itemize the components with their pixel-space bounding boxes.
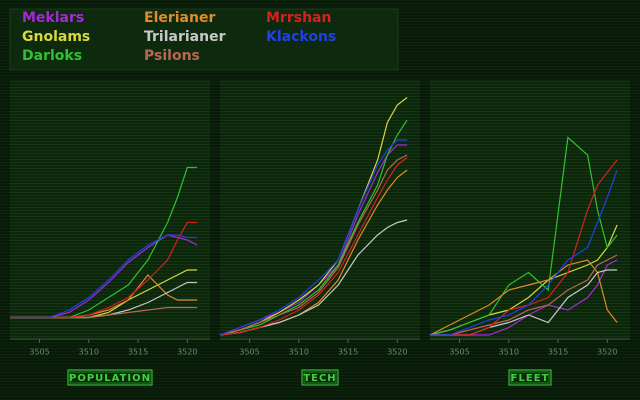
x-tick-label: 3510	[289, 348, 309, 357]
chart-button-label[interactable]: FLEET	[511, 373, 550, 384]
chart-panel	[10, 80, 210, 338]
legend-box	[9, 8, 399, 71]
chart-button-inner	[303, 371, 337, 384]
series-line	[219, 119, 408, 336]
x-tick-label: 3505	[239, 348, 259, 357]
chart-button[interactable]	[301, 369, 339, 386]
series-line	[429, 259, 618, 336]
chart-button[interactable]	[508, 369, 552, 386]
chart-panel	[430, 80, 630, 338]
legend-entry: Klackons	[266, 29, 336, 45]
x-tick-label: 3520	[597, 348, 617, 357]
legend-entry: Darloks	[22, 48, 82, 64]
chart-button[interactable]	[67, 369, 153, 386]
chart-button-label[interactable]: TECH	[303, 373, 336, 384]
chart-button-label[interactable]: POPULATION	[69, 373, 151, 384]
legend-entry: Meklars	[22, 10, 84, 26]
series-line	[219, 157, 408, 336]
series-line	[10, 234, 198, 319]
x-tick-label: 3505	[29, 348, 49, 357]
series-line	[219, 139, 408, 336]
legend-entry: Psilons	[144, 48, 200, 64]
series-line	[430, 159, 618, 336]
series-line	[219, 154, 408, 336]
legend-entry: Elerianer	[144, 10, 215, 26]
series-line	[430, 254, 618, 336]
x-tick-label: 3515	[128, 348, 148, 357]
x-tick-label: 3510	[79, 348, 99, 357]
x-tick-label: 3520	[177, 348, 197, 357]
series-line	[430, 169, 618, 336]
legend-entry: Mrrshan	[266, 10, 331, 26]
chart-button-inner	[69, 371, 151, 384]
series-line	[429, 136, 618, 336]
legend-entry: Gnolams	[22, 29, 90, 45]
legend-entry: Trilarianer	[144, 29, 226, 45]
x-tick-label: 3505	[449, 348, 469, 357]
chart-button-inner	[510, 371, 550, 384]
x-tick-label: 3520	[387, 348, 407, 357]
x-tick-label: 3515	[338, 348, 358, 357]
x-tick-label: 3510	[499, 348, 519, 357]
x-tick-label: 3515	[548, 348, 568, 357]
